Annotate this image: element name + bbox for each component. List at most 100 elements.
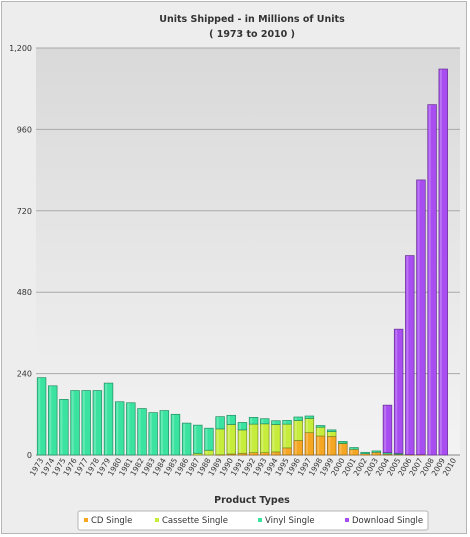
legend: CD Single Cassette Single Vinyl Single Down… (77, 510, 429, 531)
bar-segment (92, 390, 103, 456)
y-tick-label: 240 (17, 370, 32, 379)
bar-highlight (428, 105, 431, 455)
bar-highlight (194, 453, 197, 455)
bar-segment (114, 401, 125, 456)
legend-swatch (345, 518, 349, 522)
legend-item-label: Download Single (352, 516, 423, 526)
bar-highlight (294, 417, 297, 420)
bar-highlight (172, 414, 175, 455)
y-tick-label: 480 (17, 288, 32, 297)
bar-highlight (395, 329, 398, 453)
bar-segment (271, 420, 281, 425)
bar-highlight (373, 452, 375, 455)
bar-segment (293, 416, 303, 421)
legend-swatch (84, 518, 88, 522)
bar-segment (204, 427, 214, 451)
bar-segment (70, 390, 80, 456)
bar-highlight (161, 411, 163, 455)
bar-highlight (105, 383, 108, 455)
bar-highlight (227, 415, 230, 424)
bar-highlight (306, 416, 308, 418)
bar-segment (260, 418, 270, 425)
bar-highlight (60, 399, 63, 455)
bar-highlight (339, 441, 342, 443)
bar-highlight (116, 402, 119, 455)
bar-highlight (317, 425, 320, 427)
bar-highlight (216, 429, 219, 455)
bar-highlight (138, 409, 141, 455)
bar-segment (416, 179, 426, 456)
bar-segment (126, 402, 136, 456)
legend-item-label: CD Single (91, 516, 132, 526)
bar-segment (349, 447, 359, 450)
gridlines (36, 47, 460, 456)
bar-highlight (317, 427, 320, 436)
bar-highlight (216, 417, 219, 429)
bar-segment (304, 415, 315, 419)
bar-segment (103, 382, 114, 456)
bar-highlight (294, 420, 297, 440)
bar-segment (338, 441, 348, 444)
bar-segment (371, 450, 382, 453)
bar-highlight (283, 424, 286, 448)
bar-highlight (49, 386, 52, 455)
y-tick-label: 0 (27, 451, 32, 460)
bar-segment (36, 377, 47, 456)
bar-highlight (261, 453, 264, 455)
bar-segment (48, 385, 58, 456)
bar-highlight (183, 423, 186, 455)
bar-highlight (328, 430, 331, 432)
bar-segment (326, 429, 337, 432)
bar-highlight (261, 424, 264, 453)
bar-highlight (306, 418, 308, 433)
bar-highlight (250, 417, 253, 424)
bar-highlight (283, 448, 286, 455)
bar-highlight (250, 453, 253, 455)
y-tick-label: 1,200 (9, 44, 32, 53)
bar-highlight (127, 403, 130, 455)
bar-highlight (239, 430, 242, 453)
bar-highlight (71, 391, 74, 455)
bar-highlight (94, 391, 96, 455)
bar-highlight (439, 69, 442, 455)
bar-highlight (283, 420, 286, 424)
x-axis-label: Product Types (214, 495, 290, 506)
bar-segment (438, 68, 448, 456)
bar-segment (159, 410, 170, 456)
legend-swatch (155, 518, 159, 522)
bar-highlight (82, 391, 85, 455)
bar-highlight (417, 180, 420, 455)
bar-highlight (317, 436, 320, 455)
bar-segment (59, 399, 69, 456)
bar-highlight (149, 413, 152, 455)
legend-swatch (258, 518, 262, 522)
bar-highlight (239, 422, 242, 430)
bars (36, 68, 448, 456)
bar-segment (360, 451, 370, 454)
bar-highlight (350, 449, 353, 455)
bar-segment (215, 416, 225, 430)
bar-segment (226, 414, 236, 425)
bar-highlight (272, 452, 275, 455)
bar-highlight (239, 453, 242, 455)
bar-highlight (205, 450, 208, 455)
bar-segment (427, 104, 437, 456)
bar-highlight (328, 432, 331, 436)
bar-highlight (250, 424, 253, 453)
bar-highlight (294, 440, 297, 455)
bar-highlight (406, 256, 409, 455)
bar-segment (170, 413, 181, 456)
legend-item-label: Vinyl Single (265, 516, 315, 526)
bar-segment (282, 420, 292, 425)
chart-title: Units Shipped - in Millions of Units (159, 14, 345, 25)
bar-highlight (306, 433, 308, 455)
y-tick-label: 960 (17, 125, 32, 134)
bar-segment (248, 417, 259, 425)
bar-highlight (384, 405, 387, 453)
bar-highlight (272, 424, 275, 452)
y-axis: 0 240 480 720 960 1,200 (9, 44, 32, 460)
bar-highlight (227, 424, 230, 454)
bar-segment (137, 408, 147, 456)
x-axis: 1973197419751976197719781979198019811982… (28, 456, 458, 477)
